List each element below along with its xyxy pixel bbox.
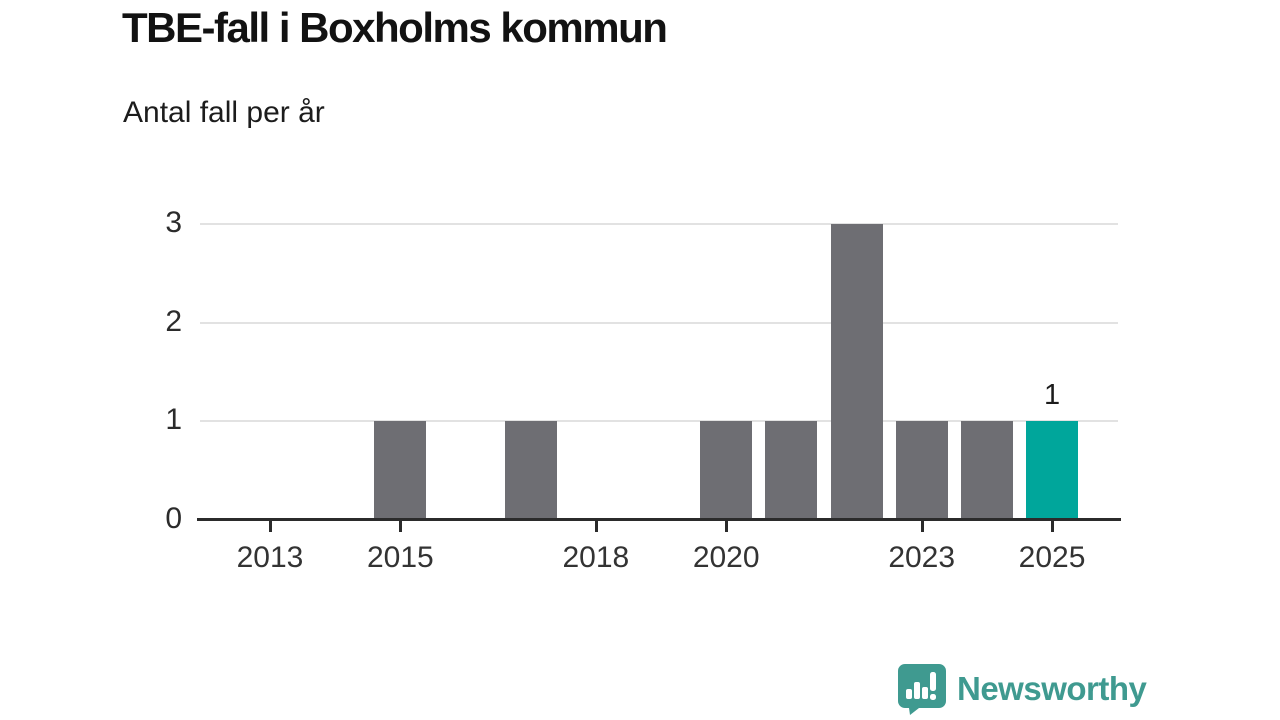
bar-2020 [700, 421, 753, 520]
bar-chart-speech-bubble-icon [897, 663, 947, 715]
bar-2022 [830, 223, 883, 520]
gridline-y-3 [200, 222, 1118, 225]
bar-2024 [960, 421, 1013, 520]
bar-value-label-2025: 1 [1043, 379, 1061, 412]
brand-logo: Newsworthy [897, 663, 1147, 715]
x-axis-label-2018: 2018 [562, 541, 630, 574]
brand-name: Newsworthy [957, 670, 1147, 707]
y-axis-label-2: 2 [165, 304, 182, 338]
x-tick-2025 [1051, 521, 1055, 532]
bar-2021 [765, 421, 818, 520]
x-tick-2015 [399, 521, 403, 532]
page-title: TBE-fall i Boxholms kommun [122, 4, 668, 51]
bar-2023 [895, 421, 948, 520]
x-tick-2018 [594, 521, 598, 532]
x-axis-label-2013: 2013 [236, 541, 304, 574]
x-axis-label-2015: 2015 [366, 541, 434, 574]
bar-2015 [374, 421, 427, 520]
x-axis-label-2020: 2020 [692, 541, 760, 574]
gridline-y-1 [200, 420, 1118, 423]
x-tick-2020 [725, 521, 729, 532]
gridline-y-2 [200, 321, 1118, 324]
x-axis-line [197, 518, 1121, 521]
x-tick-2023 [920, 521, 924, 532]
y-axis-label-3: 3 [165, 205, 182, 239]
x-tick-2013 [269, 521, 272, 532]
bar-2017 [504, 421, 557, 520]
chart-subtitle: Antal fall per år [123, 96, 325, 129]
y-axis-label-0: 0 [165, 502, 182, 535]
y-axis-label-1: 1 [165, 403, 182, 437]
bar-2025 [1026, 421, 1079, 520]
x-axis-label-2025: 2025 [1018, 541, 1086, 574]
x-axis-label-2023: 2023 [888, 541, 956, 574]
